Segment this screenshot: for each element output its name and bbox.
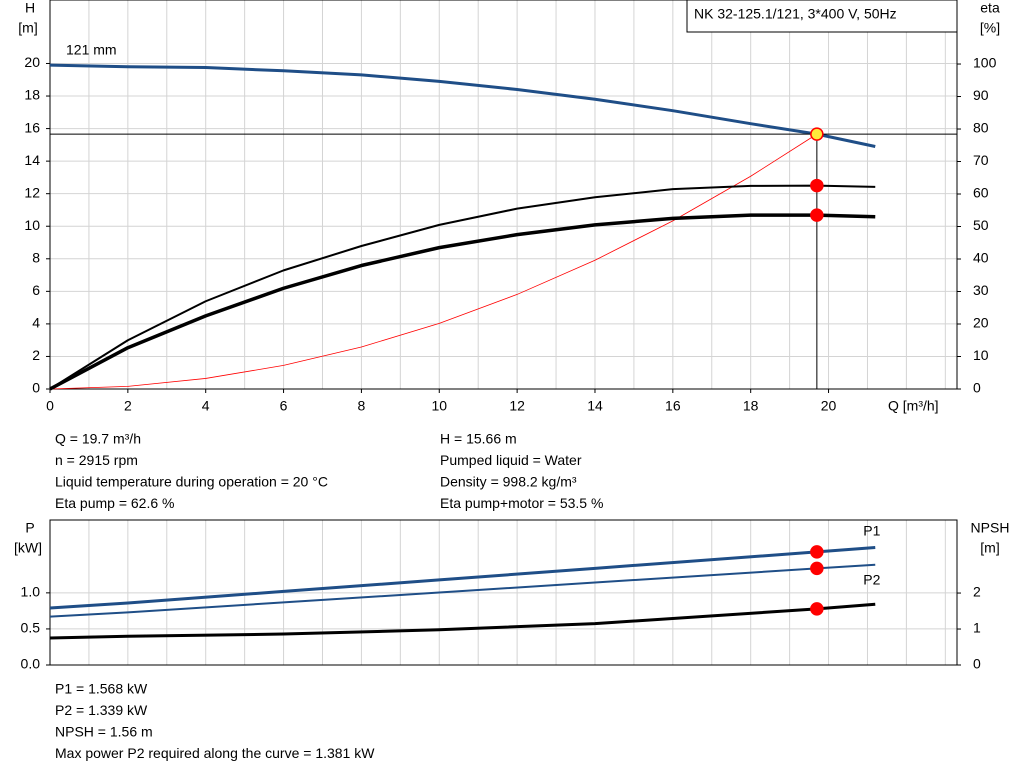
- y-axis-label: P: [25, 520, 34, 536]
- plot-frame: [49, 519, 958, 666]
- y2-tick-label: 10: [973, 347, 989, 363]
- operating-point: [810, 178, 824, 193]
- y2-tick-label: 30: [973, 282, 989, 298]
- x-tick-label: 18: [743, 398, 759, 414]
- operating-point: [810, 208, 824, 222]
- y2-tick-label: 80: [973, 120, 989, 136]
- chart-title: NK 32-125.1/121, 3*400 V, 50Hz: [694, 6, 897, 22]
- y2-tick-label: 70: [973, 152, 989, 168]
- y-tick-label: 10: [24, 217, 40, 233]
- x-tick-label: 16: [665, 398, 681, 414]
- x-axis-label: Q [m³/h]: [888, 398, 939, 414]
- x-tick-label: 4: [202, 398, 210, 414]
- y2-tick-label: 60: [973, 185, 989, 201]
- info-line: NPSH = 1.56 m: [55, 724, 153, 740]
- x-tick-label: 0: [46, 398, 54, 414]
- y2-axis-unit: [m]: [980, 540, 999, 556]
- x-tick-label: 20: [821, 398, 837, 414]
- curve: [49, 184, 876, 390]
- y-tick-label: 0.0: [21, 656, 41, 672]
- title-box: [686, 0, 958, 33]
- y-tick-label: 14: [24, 152, 40, 168]
- operating-point: [810, 602, 824, 616]
- info-line: n = 2915 rpm: [55, 452, 138, 468]
- curve: [49, 213, 876, 391]
- operating-point: [810, 127, 824, 141]
- y-tick-label: 2: [32, 347, 40, 363]
- x-tick-label: 6: [280, 398, 288, 414]
- y2-tick-label: 100: [973, 55, 997, 71]
- curve: [49, 133, 818, 390]
- y2-tick-label: 0: [973, 380, 981, 396]
- impeller-annotation: 121 mm: [66, 42, 117, 58]
- y-tick-label: 4: [32, 315, 40, 331]
- x-tick-label: 2: [124, 398, 132, 414]
- y-tick-label: 1.0: [21, 584, 41, 600]
- y2-tick-label: 0: [973, 656, 981, 672]
- plot-frame: [49, 0, 958, 390]
- info-line: Q = 19.7 m³/h: [55, 431, 141, 447]
- info-line: Density = 998.2 kg/m³: [440, 474, 577, 490]
- y2-tick-label: 2: [973, 584, 981, 600]
- x-tick-label: 14: [587, 398, 603, 414]
- series-label: P2: [863, 571, 880, 587]
- y2-tick-label: 20: [973, 315, 989, 331]
- info-line: Eta pump+motor = 53.5 %: [440, 495, 603, 511]
- operating-point: [810, 545, 824, 559]
- y-tick-label: 16: [24, 119, 40, 135]
- series-label: P1: [863, 522, 880, 538]
- y2-tick-label: 90: [973, 87, 989, 103]
- y-tick-label: 8: [32, 249, 40, 265]
- x-tick-label: 12: [509, 398, 525, 414]
- info-line: P1 = 1.568 kW: [55, 681, 148, 697]
- info-line: Pumped liquid = Water: [440, 452, 582, 468]
- y-tick-label: 0.5: [21, 620, 41, 636]
- y2-tick-label: 40: [973, 250, 989, 266]
- info-line: Max power P2 required along the curve = …: [55, 745, 375, 761]
- y-axis-unit: [m]: [18, 20, 37, 36]
- y2-tick-label: 1: [973, 620, 981, 636]
- y-tick-label: 0: [32, 380, 40, 396]
- y-axis-unit: [kW]: [14, 540, 42, 556]
- y-tick-label: 18: [24, 87, 40, 103]
- y2-axis-unit: [%]: [980, 20, 1000, 36]
- y2-tick-label: 50: [973, 217, 989, 233]
- y-tick-label: 6: [32, 282, 40, 298]
- x-tick-label: 8: [358, 398, 366, 414]
- y-tick-label: 12: [24, 184, 40, 200]
- curve: [49, 63, 876, 148]
- curve: [49, 563, 876, 618]
- y-tick-label: 20: [24, 54, 40, 70]
- info-line: Eta pump = 62.6 %: [55, 495, 174, 511]
- y2-axis-label: NPSH: [971, 520, 1010, 536]
- info-line: H = 15.66 m: [440, 431, 517, 447]
- curve: [49, 546, 876, 610]
- info-line: Liquid temperature during operation = 20…: [55, 474, 328, 490]
- x-tick-label: 10: [431, 398, 447, 414]
- y-axis-label: H: [25, 0, 35, 16]
- operating-point: [810, 561, 824, 576]
- y2-axis-label: eta: [980, 0, 1000, 16]
- info-line: P2 = 1.339 kW: [55, 702, 148, 718]
